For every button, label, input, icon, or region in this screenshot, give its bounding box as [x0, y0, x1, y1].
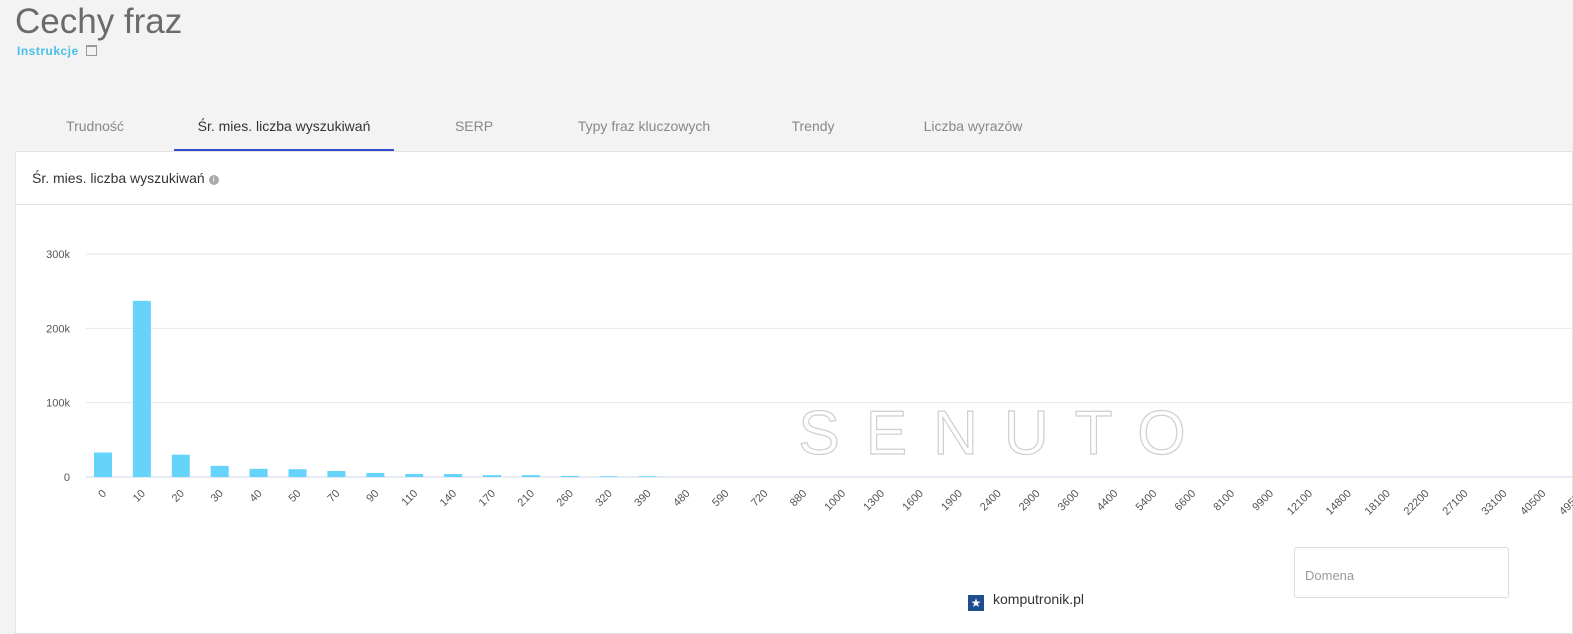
bar	[444, 474, 463, 477]
chart: SENUTO 0 100k 200k 300k 0 10 20 30 40 50 70 90 110 140…	[46, 249, 1573, 518]
instructions-link[interactable]: Instrukcje	[17, 44, 79, 58]
info-icon[interactable]: i	[208, 175, 219, 185]
tab[interactable]: Liczba wyrazów	[923, 118, 1023, 134]
bar	[638, 476, 657, 477]
x-tick-label: 12100	[1285, 488, 1315, 518]
x-tick-label: 140	[438, 488, 459, 509]
x-tick-label: 50	[286, 488, 303, 505]
legend-icon: ★	[968, 595, 984, 611]
bar	[366, 472, 385, 477]
x-tick-label: 33100	[1479, 488, 1509, 518]
x-tick-label: 390	[632, 488, 653, 509]
x-tick-label: 3600	[1056, 488, 1082, 514]
tab[interactable]: SERP	[454, 118, 494, 134]
x-tick-label: 30	[209, 488, 226, 505]
x-tick-label: 5400	[1134, 488, 1160, 514]
legend-label[interactable]: komputronik.pl	[993, 591, 1085, 607]
bar	[288, 469, 307, 477]
x-tick-label: 6600	[1173, 488, 1199, 514]
domain-input[interactable]: Domena	[1294, 547, 1509, 598]
x-tick-label: 590	[710, 488, 731, 509]
panel-title: Śr. mies. liczba wyszukiwań	[32, 170, 205, 186]
x-tick-label: 2400	[978, 488, 1004, 514]
x-tick-label: 320	[593, 488, 614, 509]
tab[interactable]: Trendy	[791, 118, 835, 134]
panel: Śr. mies. liczba wyszukiwań i	[15, 151, 1573, 634]
x-tick-label: 1900	[939, 488, 965, 514]
x-tick-label: 2900	[1017, 488, 1043, 514]
y-tick-label: 100k	[46, 398, 70, 410]
x-tick-label: 1300	[861, 488, 887, 514]
x-tick-label: 210	[516, 488, 537, 509]
y-tick-label: 200k	[46, 323, 70, 335]
x-tick-label: 260	[554, 488, 575, 509]
separator	[16, 204, 1572, 205]
x-tick-label: 40500	[1518, 488, 1548, 518]
tab-bar: Trudność Śr. mies. liczba wyszukiwań SERP T…	[16, 104, 1573, 151]
bar	[94, 452, 112, 477]
y-tick-label: 300k	[46, 249, 70, 261]
bar	[483, 475, 501, 477]
x-tick-label: 880	[788, 488, 809, 509]
x-tick-label: 9900	[1250, 488, 1276, 514]
bar	[521, 475, 540, 477]
x-tick-label: 1000	[822, 488, 848, 514]
x-tick-label: 1600	[900, 488, 926, 514]
legend: ★ komputronik.pl	[968, 591, 1084, 611]
bar	[599, 476, 618, 477]
bar	[132, 300, 151, 477]
x-tick-label: 40	[248, 488, 265, 505]
x-tick-label: 10	[131, 488, 148, 505]
x-tick-label: 14800	[1324, 488, 1354, 518]
y-tick-label: 0	[64, 472, 70, 484]
bar	[560, 475, 579, 477]
bar	[210, 465, 229, 477]
watermark: SENUTO	[798, 399, 1211, 468]
panel-title-row: Śr. mies. liczba wyszukiwań i	[32, 170, 219, 186]
x-tick-label: 4400	[1095, 488, 1121, 514]
x-tick-label: 0	[96, 488, 109, 501]
x-tick-label: 49500	[1557, 488, 1573, 518]
x-tick-label: 720	[749, 488, 770, 509]
x-tick-label: 110	[399, 488, 420, 509]
x-tick-label: 90	[364, 488, 381, 505]
x-tick-label: 22200	[1402, 488, 1432, 518]
x-tick-label: 70	[325, 488, 342, 505]
bar	[327, 471, 346, 477]
bar	[249, 468, 268, 477]
tab[interactable]: Typy fraz kluczowych	[577, 118, 711, 134]
x-tick-label: 18100	[1363, 488, 1393, 518]
x-tick-label: 8100	[1211, 488, 1237, 514]
page-title: Cechy fraz	[15, 2, 183, 41]
link-icon	[86, 45, 97, 56]
x-tick-label: 170	[477, 488, 498, 509]
tab[interactable]: Śr. mies. liczba wyszukiwań	[174, 104, 394, 151]
x-tick-label: 480	[671, 488, 692, 509]
x-tick-label: 20	[170, 488, 187, 505]
bar	[171, 454, 190, 477]
bar	[405, 474, 424, 477]
tab[interactable]: Trudność	[66, 118, 124, 134]
x-tick-label: 27100	[1441, 488, 1471, 518]
